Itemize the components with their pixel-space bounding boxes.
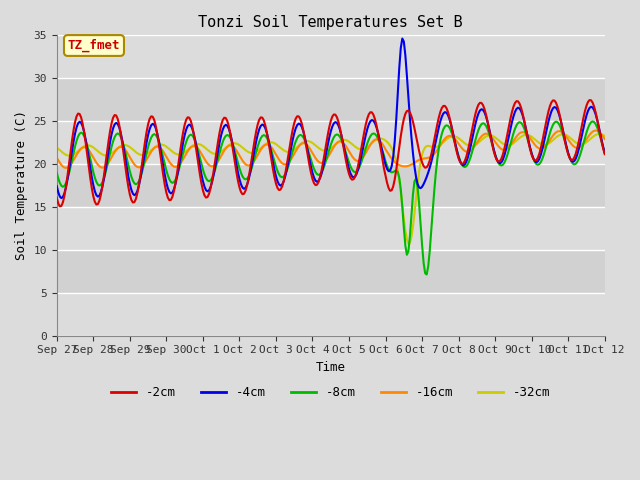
Text: TZ_fmet: TZ_fmet — [68, 39, 120, 52]
Bar — [57, 78, 605, 121]
Legend: -2cm, -4cm, -8cm, -16cm, -32cm: -2cm, -4cm, -8cm, -16cm, -32cm — [106, 382, 556, 405]
Bar — [57, 164, 605, 207]
Title: Tonzi Soil Temperatures Set B: Tonzi Soil Temperatures Set B — [198, 15, 463, 30]
Y-axis label: Soil Temperature (C): Soil Temperature (C) — [15, 110, 28, 261]
Bar — [57, 250, 605, 293]
X-axis label: Time: Time — [316, 361, 346, 374]
